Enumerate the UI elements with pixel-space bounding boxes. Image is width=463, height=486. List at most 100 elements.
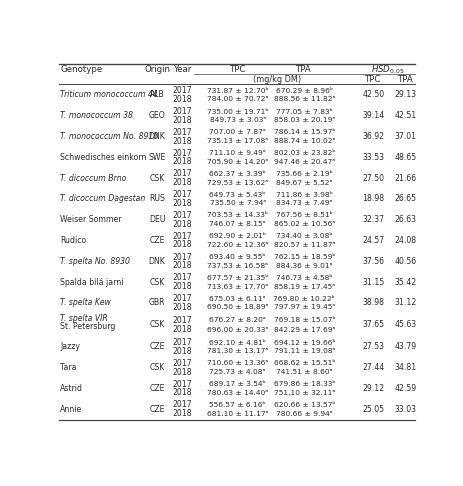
Text: 781.30 ± 13.17ᵃ: 781.30 ± 13.17ᵃ xyxy=(207,348,268,354)
Text: 888.74 ± 10.02ᵃ: 888.74 ± 10.02ᵃ xyxy=(274,138,335,144)
Text: 676.27 ± 8.20ᵃ: 676.27 ± 8.20ᵃ xyxy=(209,317,266,323)
Text: 2017: 2017 xyxy=(173,86,193,95)
Text: 2017: 2017 xyxy=(173,253,193,261)
Text: 734.40 ± 3.08ᵇ: 734.40 ± 3.08ᵇ xyxy=(276,233,332,239)
Text: 820.57 ± 11.87ᵃ: 820.57 ± 11.87ᵃ xyxy=(274,242,335,248)
Text: 31.12: 31.12 xyxy=(395,298,417,307)
Text: 786.14 ± 15.97ᵇ: 786.14 ± 15.97ᵇ xyxy=(274,129,335,135)
Text: CSK: CSK xyxy=(150,363,165,372)
Text: 26.65: 26.65 xyxy=(395,194,417,203)
Text: 735.00 ± 19.71ᵇ: 735.00 ± 19.71ᵇ xyxy=(207,108,269,115)
Text: Jazzy: Jazzy xyxy=(60,342,80,351)
Text: 677.57 ± 21.35ᵇ: 677.57 ± 21.35ᵇ xyxy=(207,275,269,281)
Text: 38.98: 38.98 xyxy=(363,298,384,307)
Text: 888.56 ± 11.82ᵃ: 888.56 ± 11.82ᵃ xyxy=(274,96,335,103)
Text: CSK: CSK xyxy=(150,278,165,287)
Text: 33.53: 33.53 xyxy=(363,153,384,162)
Text: Rudico: Rudico xyxy=(60,236,86,245)
Text: 711.10 ± 9.49ᵃ: 711.10 ± 9.49ᵃ xyxy=(209,150,266,156)
Text: SWE: SWE xyxy=(148,153,166,162)
Text: Astrid: Astrid xyxy=(60,384,83,393)
Text: 2017: 2017 xyxy=(173,359,193,368)
Text: 2018: 2018 xyxy=(173,157,193,166)
Text: Triticum monococcum 44: Triticum monococcum 44 xyxy=(60,90,158,100)
Text: (mg/kg DM): (mg/kg DM) xyxy=(253,75,301,85)
Text: 780.63 ± 14.40ᵃ: 780.63 ± 14.40ᵃ xyxy=(207,390,268,396)
Text: 737.53 ± 16.58ᵃ: 737.53 ± 16.58ᵃ xyxy=(207,263,268,269)
Text: ALB: ALB xyxy=(150,90,164,100)
Text: 42.51: 42.51 xyxy=(395,111,417,120)
Text: 32.37: 32.37 xyxy=(363,215,384,224)
Text: 40.56: 40.56 xyxy=(395,257,417,266)
Text: 21.66: 21.66 xyxy=(395,174,417,183)
Text: Origin: Origin xyxy=(144,66,170,74)
Text: CZE: CZE xyxy=(150,342,165,351)
Text: T. spelta VIR: T. spelta VIR xyxy=(60,314,108,323)
Text: DNK: DNK xyxy=(149,132,165,141)
Text: 849.67 ± 5.52ᵃ: 849.67 ± 5.52ᵃ xyxy=(276,180,332,186)
Text: 842.29 ± 17.69ᵃ: 842.29 ± 17.69ᵃ xyxy=(274,327,335,333)
Text: 18.98: 18.98 xyxy=(362,194,384,203)
Text: 725.73 ± 4.08ᵃ: 725.73 ± 4.08ᵃ xyxy=(209,369,266,375)
Text: T. dicoccum Dagestan: T. dicoccum Dagestan xyxy=(60,194,145,203)
Text: Spalda bílá jarní: Spalda bílá jarní xyxy=(60,278,124,287)
Text: 2018: 2018 xyxy=(173,95,193,104)
Text: 35.42: 35.42 xyxy=(395,278,417,287)
Text: 802.03 ± 23.82ᵇ: 802.03 ± 23.82ᵇ xyxy=(274,150,335,156)
Text: 751.10 ± 32.11ᵃ: 751.10 ± 32.11ᵃ xyxy=(274,390,335,396)
Text: 24.57: 24.57 xyxy=(362,236,384,245)
Text: T. monococcum 38: T. monococcum 38 xyxy=(60,111,133,120)
Text: GEO: GEO xyxy=(149,111,165,120)
Text: 2018: 2018 xyxy=(173,388,193,398)
Text: St. Petersburg: St. Petersburg xyxy=(60,322,116,331)
Text: 731.87 ± 12.70ᵇ: 731.87 ± 12.70ᵇ xyxy=(207,88,269,94)
Text: 2018: 2018 xyxy=(173,220,193,229)
Text: 675.03 ± 6.11ᵃ: 675.03 ± 6.11ᵃ xyxy=(209,295,266,302)
Text: T. dicoccum Brno: T. dicoccum Brno xyxy=(60,174,126,183)
Text: TPC: TPC xyxy=(230,66,246,74)
Text: T. spelta Kew: T. spelta Kew xyxy=(60,298,111,307)
Text: 689.17 ± 3.54ᵇ: 689.17 ± 3.54ᵇ xyxy=(209,381,266,387)
Text: 2017: 2017 xyxy=(173,400,193,409)
Text: 2017: 2017 xyxy=(173,107,193,116)
Text: 2017: 2017 xyxy=(173,211,193,220)
Text: 797.97 ± 19.45ᵃ: 797.97 ± 19.45ᵃ xyxy=(274,304,335,311)
Text: 769.18 ± 15.07ᵇ: 769.18 ± 15.07ᵇ xyxy=(274,317,335,323)
Text: 767.56 ± 8.51ᵇ: 767.56 ± 8.51ᵇ xyxy=(276,212,333,219)
Text: 741.51 ± 8.60ᵃ: 741.51 ± 8.60ᵃ xyxy=(276,369,332,375)
Text: $\mathit{HSD}_{0.05}$: $\mathit{HSD}_{0.05}$ xyxy=(371,64,405,76)
Text: 692.90 ± 2.01ᵇ: 692.90 ± 2.01ᵇ xyxy=(209,233,266,239)
Text: DNK: DNK xyxy=(149,257,165,266)
Text: 43.79: 43.79 xyxy=(395,342,417,351)
Text: 947.46 ± 20.47ᵃ: 947.46 ± 20.47ᵃ xyxy=(274,159,335,165)
Text: 2017: 2017 xyxy=(173,273,193,282)
Text: 777.05 ± 7.83ᵇ: 777.05 ± 7.83ᵇ xyxy=(276,108,333,115)
Text: 48.65: 48.65 xyxy=(395,153,417,162)
Text: 2018: 2018 xyxy=(173,137,193,145)
Text: Tara: Tara xyxy=(60,363,77,372)
Text: 2018: 2018 xyxy=(173,367,193,377)
Text: 649.73 ± 5.43ᵇ: 649.73 ± 5.43ᵇ xyxy=(209,191,266,198)
Text: CZE: CZE xyxy=(150,404,165,414)
Text: 42.50: 42.50 xyxy=(362,90,384,100)
Text: 865.02 ± 10.56ᵃ: 865.02 ± 10.56ᵃ xyxy=(274,221,335,227)
Text: 858.03 ± 20.19ᵃ: 858.03 ± 20.19ᵃ xyxy=(274,117,335,123)
Text: 690.50 ± 18.89ᵃ: 690.50 ± 18.89ᵃ xyxy=(207,304,269,311)
Text: GBR: GBR xyxy=(149,298,165,307)
Text: 24.08: 24.08 xyxy=(395,236,417,245)
Text: DEU: DEU xyxy=(149,215,165,224)
Text: 668.62 ± 15.51ᵇ: 668.62 ± 15.51ᵇ xyxy=(274,360,335,366)
Text: 2018: 2018 xyxy=(173,241,193,249)
Text: 681.10 ± 11.17ᵃ: 681.10 ± 11.17ᵃ xyxy=(207,411,269,417)
Text: CSK: CSK xyxy=(150,174,165,183)
Text: 696.00 ± 20.33ᵃ: 696.00 ± 20.33ᵃ xyxy=(207,327,268,333)
Text: 42.59: 42.59 xyxy=(395,384,417,393)
Text: RUS: RUS xyxy=(149,194,165,203)
Text: 2018: 2018 xyxy=(173,347,193,356)
Text: 849.73 ± 3.03ᵃ: 849.73 ± 3.03ᵃ xyxy=(210,117,266,123)
Text: 735.50 ± 7.94ᵃ: 735.50 ± 7.94ᵃ xyxy=(210,200,266,207)
Text: 27.44: 27.44 xyxy=(362,363,384,372)
Text: 27.53: 27.53 xyxy=(363,342,384,351)
Text: 707.00 ± 7.87ᵃ: 707.00 ± 7.87ᵃ xyxy=(209,129,266,135)
Text: 25.05: 25.05 xyxy=(363,404,384,414)
